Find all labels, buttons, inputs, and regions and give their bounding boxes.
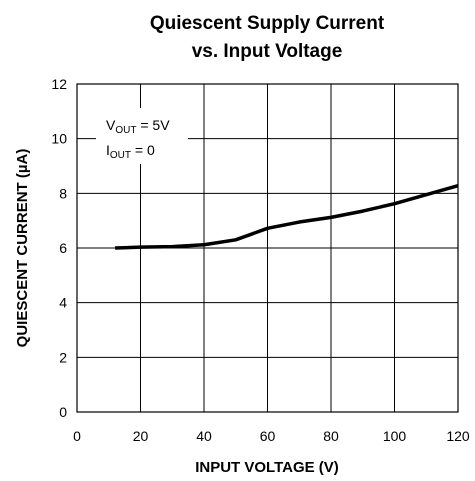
- annotation-box: [96, 108, 188, 164]
- annotation: IOUT = 0: [106, 142, 155, 161]
- x-axis-label: INPUT VOLTAGE (V): [195, 459, 339, 476]
- y-tick-label: 2: [59, 349, 67, 365]
- plot-frame: [76, 83, 459, 413]
- annotation-sub: OUT: [110, 150, 131, 161]
- annotation-text: I: [106, 142, 110, 158]
- y-tick-label: 6: [59, 240, 67, 256]
- y-tick-label: 10: [51, 131, 67, 147]
- x-tick-label: 80: [323, 428, 339, 444]
- x-tick-label: 40: [196, 428, 212, 444]
- annotation-sub: OUT: [115, 125, 136, 136]
- annotation-text: V: [106, 117, 116, 133]
- x-tick-label: 120: [446, 428, 470, 444]
- y-axis-label: QUIESCENT CURRENT (µA): [14, 149, 31, 348]
- annotation-text: = 0: [131, 142, 155, 158]
- x-tick-label: 0: [73, 428, 81, 444]
- x-tick-label: 20: [133, 428, 149, 444]
- data-line: [115, 183, 459, 250]
- chart-title: Quiescent Supply Current: [150, 13, 385, 34]
- chart-title: vs. Input Voltage: [192, 41, 343, 62]
- y-tick-label: 8: [59, 185, 67, 201]
- annotation: VOUT = 5V: [106, 117, 170, 136]
- annotation-text: = 5V: [136, 117, 170, 133]
- x-tick-label: 100: [383, 428, 407, 444]
- y-tick-label: 12: [51, 76, 67, 92]
- x-tick-label: 60: [260, 428, 276, 444]
- y-tick-label: 4: [59, 295, 67, 311]
- y-tick-label: 0: [59, 404, 67, 420]
